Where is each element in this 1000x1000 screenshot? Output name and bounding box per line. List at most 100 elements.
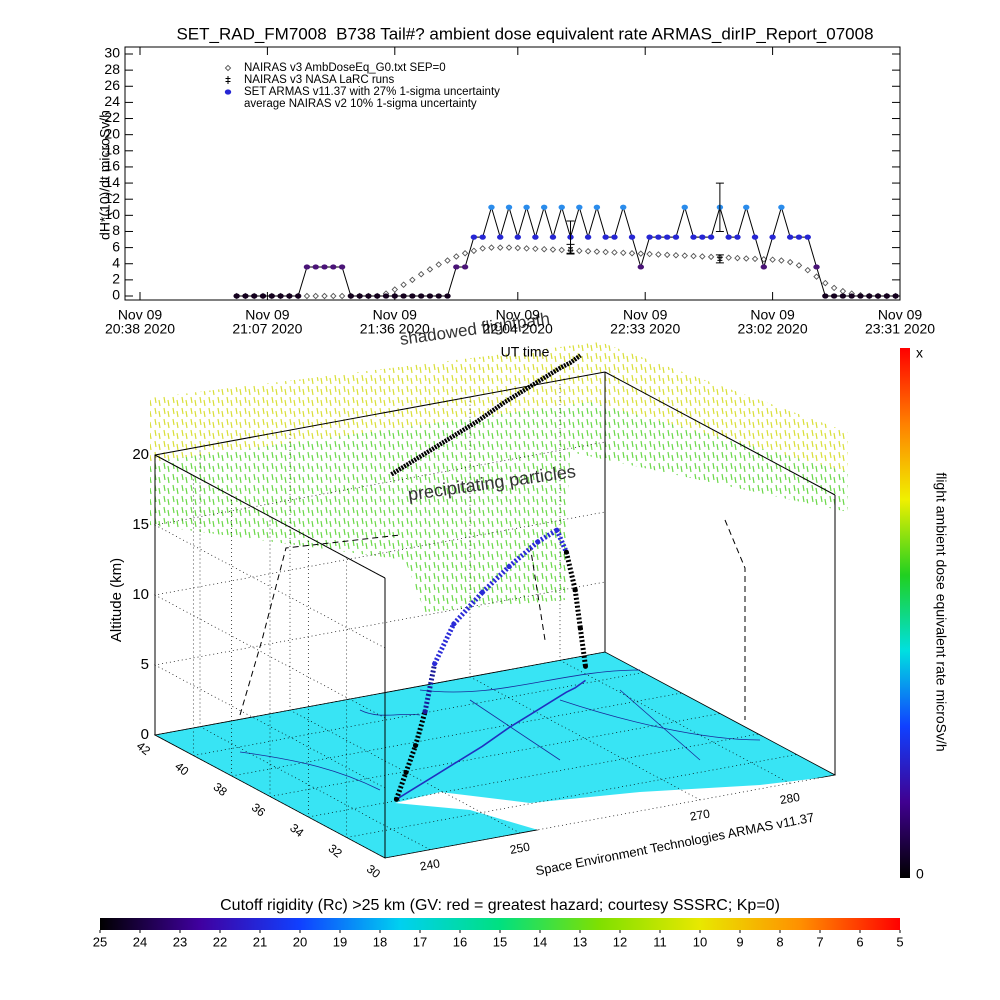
colorbar-tick-label: 11 [653,934,667,949]
data-point [681,252,688,259]
legend-marker [225,76,231,84]
data-point [725,254,732,261]
data-point [628,234,636,240]
x-tick-label: Nov 09 [245,307,290,323]
data-point [804,234,811,240]
data-point [540,204,548,210]
colorbar-tick-label: 21 [253,934,267,949]
flight-segment [577,627,588,667]
data-point [795,262,803,269]
z-tick-label: 5 [141,656,149,673]
flight-point [413,743,419,749]
colorbar-title: flight ambient dose equivalent rate micr… [933,472,949,751]
flight-segment [554,529,569,554]
data-point [681,204,688,210]
data-point [558,246,565,254]
data-point [470,234,478,240]
colorbar-tick-label: 7 [816,934,823,949]
data-point [400,293,407,299]
data-point [699,234,706,240]
data-point [523,204,530,210]
data-point [760,264,768,270]
data-point [286,293,293,299]
data-point [866,293,873,299]
data-point [707,253,715,261]
error-bar [715,182,724,232]
grid-line [269,516,721,797]
data-point [743,204,750,210]
error-bar [715,254,724,264]
data-point [628,250,636,257]
flight-point [479,589,485,595]
flight-point [432,661,438,667]
data-point [514,244,522,252]
data-point [839,293,847,299]
legend-label: average NAIRAS v2 10% 1-sigma uncertaint… [244,98,477,110]
flight-point [554,527,560,533]
data-point [751,255,759,263]
data-point [602,248,609,256]
map-coast-cutout [395,776,836,832]
y-tick-label: 30 [104,45,120,61]
data-point [251,293,258,299]
data-point [672,252,680,259]
data-point [769,256,776,263]
flight-segment [563,551,578,591]
colorbar [900,348,910,878]
y-tick-label: 22 [104,109,120,125]
flight-point [506,564,512,570]
colorbar-tick-label: 17 [413,934,427,949]
grid-line [469,396,701,801]
data-point [822,293,829,299]
flight-segment [413,711,428,747]
data-point [663,234,671,240]
colorbar-tick-label: 23 [173,934,187,949]
data-point [532,245,539,253]
data-point [347,293,355,299]
colorbar-tick-label: 12 [613,934,627,949]
x-tick-label: Nov 09 [496,307,541,323]
data-point [391,286,399,293]
colorbar-tick-label: 6 [856,934,863,949]
data-point [277,293,284,299]
data-point [488,244,495,251]
data-point [786,234,794,240]
data-point [365,293,372,299]
y-tick-label: 6 [112,238,120,254]
data-point [444,257,451,264]
data-point [655,234,662,240]
data-point [303,292,311,300]
colorbar-tick-label: 18 [373,934,387,949]
data-point [620,204,627,210]
data-point [321,264,328,270]
y-tick-label: 4 [112,254,120,270]
data-point [321,292,328,300]
boundary [239,519,746,720]
data-point [303,264,311,270]
data-point [497,234,504,240]
colorbar-tick-label: 0 [916,866,924,882]
flight-segment [572,589,583,629]
data-point [532,234,539,240]
lon-tick-label: 240 [419,856,441,873]
data-point [576,204,583,210]
lon-tick-label: 270 [689,806,711,823]
data-point [382,293,390,299]
colorbar-tick-label: 10 [693,934,707,949]
box-edge [604,371,836,496]
data-point [417,270,425,278]
data-point [743,255,750,262]
data-point [857,293,864,299]
flight-point [422,709,428,715]
data-point [461,250,469,257]
colorbar-tick-label: x [916,345,923,361]
colorbar-tick-label: 22 [213,934,227,949]
flight-segment [403,744,418,774]
data-point [330,264,337,270]
data-point [338,292,346,300]
flight-point [577,625,583,631]
flight-point [535,539,541,545]
flight-segment [432,622,456,665]
legend-marker [224,64,232,72]
